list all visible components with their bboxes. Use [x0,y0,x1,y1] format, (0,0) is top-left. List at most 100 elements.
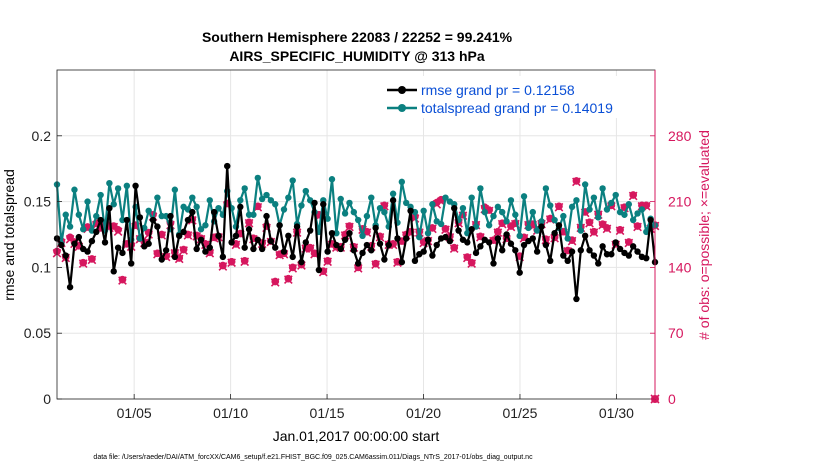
spread-point [629,216,637,224]
spread-point [71,186,78,193]
rmse-point [193,245,200,253]
spread-point [302,187,310,195]
spread-point [197,226,205,233]
rmse-point [75,233,83,241]
spread-point [533,227,541,234]
spread-point [106,179,113,187]
spread-point [590,194,598,201]
rmse-point [555,222,563,229]
rmse-point [625,252,633,259]
x-tick-label: 01/25 [502,405,537,421]
rmse-point [315,266,323,274]
rmse-point [442,233,449,241]
rmse-point [119,249,126,257]
rmse-point [241,244,248,251]
rmse-point [616,245,624,253]
rmse-point [167,212,174,220]
rmse-point [560,252,567,259]
spread-point [258,195,266,203]
rmse-point [581,232,589,240]
spread-point [525,224,532,232]
spread-point [84,198,91,205]
x-tick-label: 01/30 [599,405,634,421]
rmse-point [398,258,406,266]
rmse-point [228,239,235,246]
spread-point [643,228,650,236]
rmse-point [88,237,96,245]
spread-point [376,204,384,212]
spread-point [145,207,152,215]
rmse-point [359,249,366,257]
rmse-point [608,251,615,258]
spread-point [250,211,257,218]
rmse-point [381,256,388,263]
rmse-point [66,283,74,291]
spread-point [568,203,576,211]
rmse-point [132,182,139,190]
spread-point [459,204,467,212]
x-axis-ticks: 01/05 01/10 01/15 01/20 01/25 01/30 [117,394,634,421]
rmse-point [551,229,558,237]
spread-point [93,212,100,220]
x-tick-label: 01/20 [406,405,441,421]
rmse-point [293,223,301,230]
rmse-point [189,208,196,216]
obs-evaluated-point [633,222,642,232]
obs-evaluated-point [244,218,254,228]
left-axis-ticks: 0 0.05 0.1 0.15 0.2 [24,128,62,407]
spread-point [328,176,336,183]
rmse-point [62,252,69,259]
spread-point [542,185,550,192]
rmse-point [145,240,152,247]
spread-point [638,206,646,213]
rmse-point [411,257,419,265]
spread-point [285,194,292,201]
x-tick-label: 01/05 [117,405,152,421]
obs-evaluated-point [467,259,477,269]
rmse-point [93,228,100,236]
obs-evaluated-point [87,255,97,265]
rmse-point [245,226,253,233]
rmse-point [128,260,135,267]
spread-point [625,201,633,208]
spread-point [363,212,371,220]
rmse-point [306,227,314,234]
spread-point [215,204,222,212]
rmse-point [512,247,519,254]
obs-evaluated-point [118,276,127,285]
rmse-point [568,248,576,255]
rmse-point [424,236,432,243]
spread-point [512,211,519,218]
legend-rmse-label: rmse grand pr = 0.12158 [421,82,575,98]
spread-point [337,195,344,203]
rmse-point [485,239,493,246]
rmse-point [237,203,244,211]
spread-point [520,193,528,200]
spread-point [241,185,248,192]
rmse-point [354,260,362,267]
rmse-point [520,241,528,249]
rmse-point [446,237,454,245]
rmse-point [298,258,305,266]
y-tick-label-right: 210 [668,194,692,210]
spread-point [79,226,87,233]
obs-evaluated-point [227,258,236,268]
spread-point [398,178,406,186]
spread-point [354,216,362,224]
rmse-point [341,236,349,243]
spread-point [529,208,536,216]
spread-point [272,201,279,208]
rmse-point [311,199,318,207]
obs-evaluated-point [283,275,293,284]
rmse-point [224,162,231,170]
rmse-point [350,247,358,254]
y-axis-label-right: # of obs: o=possible; ×=evaluated [696,130,712,340]
rmse-point [464,239,471,246]
rmse-point [267,237,275,245]
rmse-point [276,222,283,229]
spread-point [206,197,213,204]
obs-evaluated-point [345,222,354,232]
rmse-point [171,253,179,261]
rmse-point [333,241,340,249]
rmse-point [402,235,410,242]
